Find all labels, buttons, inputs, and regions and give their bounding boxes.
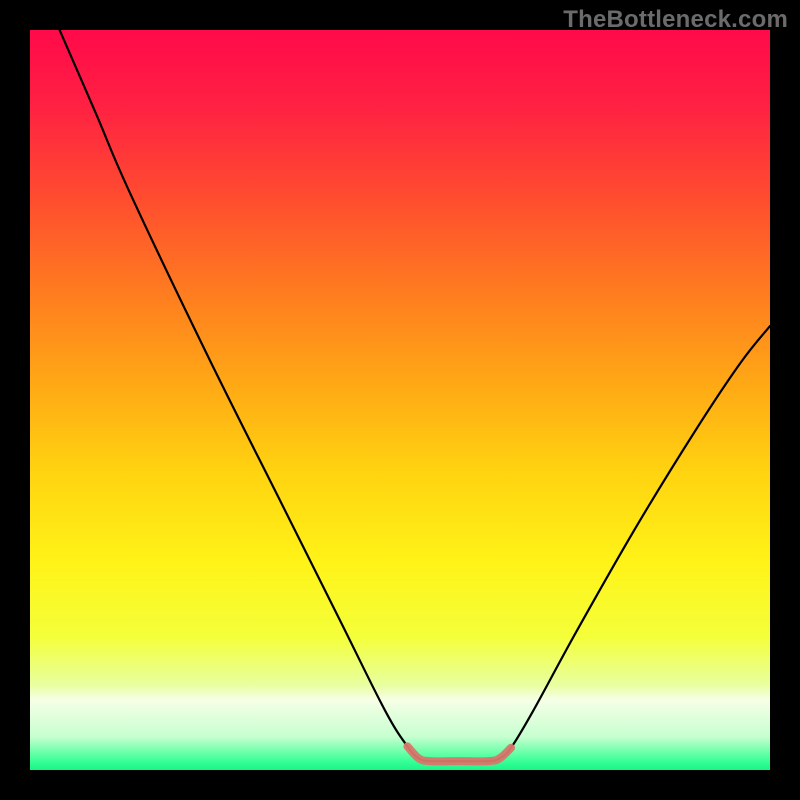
chart-frame: TheBottleneck.com	[0, 0, 800, 800]
chart-svg	[30, 30, 770, 770]
gradient-background	[30, 30, 770, 770]
plot-area	[30, 30, 770, 770]
